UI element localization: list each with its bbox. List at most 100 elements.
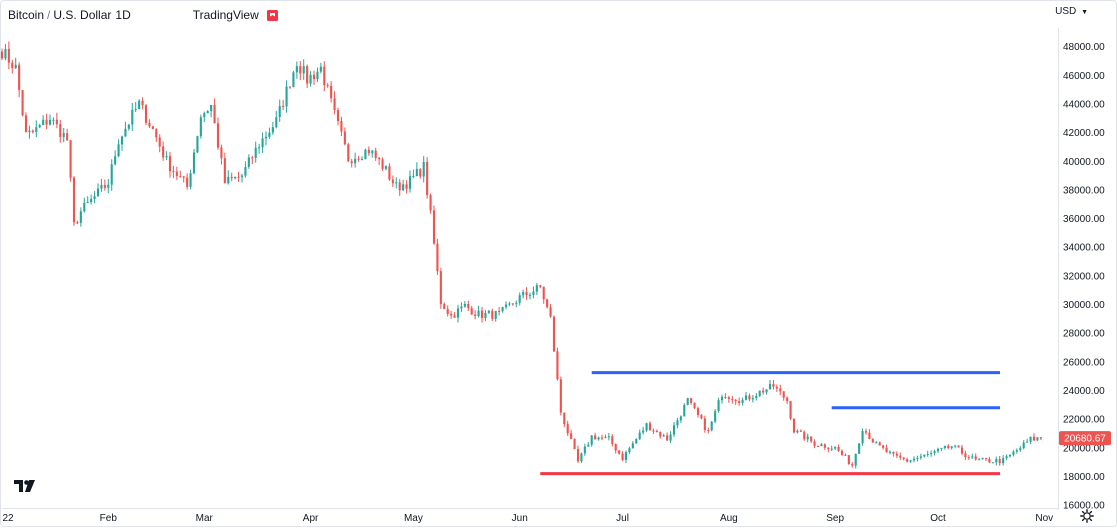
candle-body [854,453,857,466]
candle-body [244,166,247,176]
interval-label[interactable]: 1D [115,8,131,22]
candle-body [679,416,682,421]
candle-body [179,176,182,178]
candle-body [186,177,189,187]
candle-body [947,445,950,449]
candle-body [364,149,367,160]
candle-body [14,64,17,69]
candle-body [480,310,484,318]
candle-body [1005,456,1008,459]
candle-body [330,85,333,99]
y-tick-label: 38000.00 [1063,185,1105,196]
candle-body [950,446,953,449]
candle-body [11,62,14,69]
candle-body [758,390,761,396]
candle-body [1022,442,1025,449]
candle-body [120,136,124,145]
flag-icon[interactable] [266,9,278,21]
candle-body [943,445,946,448]
price-axis: 16000.00 18000.00 20000.00 22000.00 24000.00… [1063,42,1105,512]
candle-body [532,291,535,295]
symbol-name[interactable]: Bitcoin [8,8,45,22]
candle-body [35,127,38,133]
candle-body [439,271,442,304]
y-tick-label: 16000.00 [1063,501,1105,512]
candle-body [354,158,357,164]
candle-body [21,90,24,116]
chevron-down-icon: ▼ [1081,9,1088,16]
candle-body [755,395,758,399]
y-tick-label: 32000.00 [1063,271,1105,282]
candle-body [628,448,631,453]
candle-body [182,176,185,178]
candle-body [820,444,823,447]
candle-body [292,72,295,88]
candle-body [1008,454,1012,457]
candle-body [840,450,844,455]
candle-body [645,423,648,431]
candle-body [978,459,981,461]
candle-body [371,150,374,154]
candle-body [748,395,751,400]
candle-body [28,130,31,133]
candle-body [789,401,792,419]
candle-body [583,446,586,454]
candle-body [638,432,641,439]
candle-body [909,460,912,462]
candle-body [683,405,686,417]
candle-body [124,128,127,137]
candle-body [912,458,916,461]
candle-body [86,202,89,204]
candle-body [861,431,864,444]
candle-body [196,136,199,153]
candle-body [504,304,508,308]
candle-body [247,157,250,167]
candle-body [1036,437,1039,441]
candle-body [611,436,614,444]
candle-body [690,398,693,403]
candle-body [55,119,58,125]
y-tick-label: 46000.00 [1063,71,1105,82]
candle-body [923,454,926,457]
candle-body [587,444,590,447]
trend-lines-layer [540,371,1000,476]
candle-body [954,445,957,447]
last-price-tag-bg [1059,431,1111,446]
tradingview-logo-icon[interactable] [14,478,36,494]
y-tick-label: 34000.00 [1063,243,1105,254]
y-tick-label: 24000.00 [1063,386,1105,397]
candle-body [930,452,933,454]
candle-body [614,443,617,451]
candle-body [686,398,689,406]
candle-body [114,156,117,165]
candle-body [703,418,706,431]
candle-body [340,120,343,132]
candle-body [823,444,826,448]
candle-body [552,316,556,352]
candle-body [52,119,55,121]
candle-body [875,442,878,444]
candle-body [429,195,432,211]
candle-body [813,441,816,446]
y-tick-label: 26000.00 [1063,357,1105,368]
candle-body [38,125,41,128]
candle-body [278,105,281,118]
candle-body [419,168,422,177]
candle-body [309,74,312,84]
candle-body [580,453,583,462]
candle-body [895,453,898,456]
x-tick-label: 22 [2,513,14,524]
candle-body [744,395,748,400]
x-tick-label: Aug [720,513,738,524]
candle-body [971,456,974,458]
candle-body [474,314,477,317]
x-tick-label: Nov [1035,513,1053,524]
candle-body [134,109,137,111]
currency-select[interactable]: USD ▼ [1055,6,1088,17]
candle-body [864,431,868,433]
settings-gear-icon[interactable] [1080,509,1094,523]
candle-body [717,400,720,412]
candle-body [892,451,895,454]
